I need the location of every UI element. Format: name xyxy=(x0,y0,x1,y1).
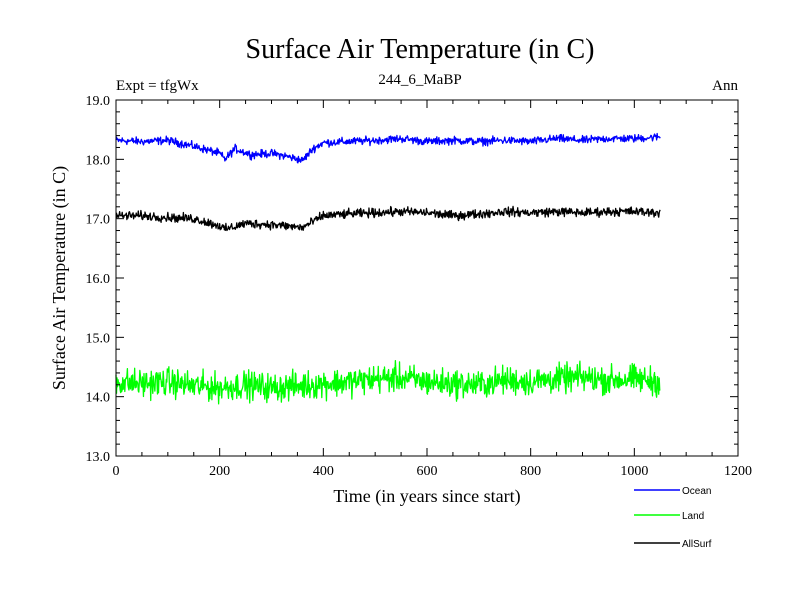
legend: Ocean Land AllSurf xyxy=(634,486,712,550)
y-tick-label: 18.0 xyxy=(86,153,111,168)
chart-title: Surface Air Temperature (in C) xyxy=(246,34,595,65)
y-axis-label: Surface Air Temperature (in C) xyxy=(49,166,70,390)
series-line-allsurf xyxy=(115,205,661,232)
season-label: Ann xyxy=(712,78,738,94)
x-tick-label: 0 xyxy=(113,464,120,479)
y-tick-label: 16.0 xyxy=(86,272,111,287)
legend-label-land: Land xyxy=(682,511,704,522)
x-tick-label: 1200 xyxy=(724,464,752,479)
tick-labels: 0 200 400 600 800 1000 1200 13.0 14.0 15.0 16.0 17.… xyxy=(86,94,753,479)
y-tick-label: 17.0 xyxy=(86,213,111,228)
x-axis-label: Time (in years since start) xyxy=(333,486,520,507)
subtitle-label: 244_6_MaBP xyxy=(378,72,461,88)
legend-label-ocean: Ocean xyxy=(682,486,711,497)
series-line-land xyxy=(115,360,661,405)
y-tick-label: 14.0 xyxy=(86,391,111,406)
x-tick-label: 600 xyxy=(417,464,438,479)
x-tick-label: 1000 xyxy=(620,464,648,479)
y-tick-label: 19.0 xyxy=(86,94,111,109)
x-tick-label: 400 xyxy=(313,464,334,479)
plot-series xyxy=(115,132,661,405)
expt-label: Expt = tfgWx xyxy=(116,78,199,94)
axes xyxy=(115,99,739,457)
x-tick-label: 800 xyxy=(520,464,541,479)
x-tick-label: 200 xyxy=(209,464,230,479)
series-line-ocean xyxy=(115,132,661,164)
legend-label-allsurf: AllSurf xyxy=(682,539,712,550)
plot-frame xyxy=(115,99,739,457)
y-tick-label: 15.0 xyxy=(86,331,111,346)
y-tick-label: 13.0 xyxy=(86,450,111,465)
